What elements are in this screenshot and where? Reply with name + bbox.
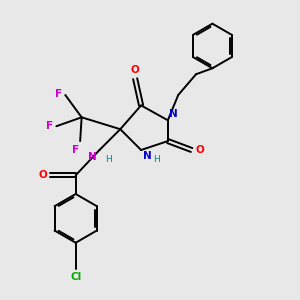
Text: N: N — [88, 152, 97, 162]
Text: H: H — [105, 155, 112, 164]
Text: F: F — [55, 88, 62, 98]
Text: F: F — [71, 145, 79, 155]
Text: N: N — [143, 152, 152, 161]
Text: O: O — [131, 65, 140, 75]
Text: F: F — [46, 121, 53, 131]
Text: N: N — [169, 109, 178, 119]
Text: Cl: Cl — [70, 272, 81, 283]
Text: O: O — [195, 145, 204, 155]
Text: H: H — [154, 155, 160, 164]
Text: O: O — [38, 170, 47, 180]
